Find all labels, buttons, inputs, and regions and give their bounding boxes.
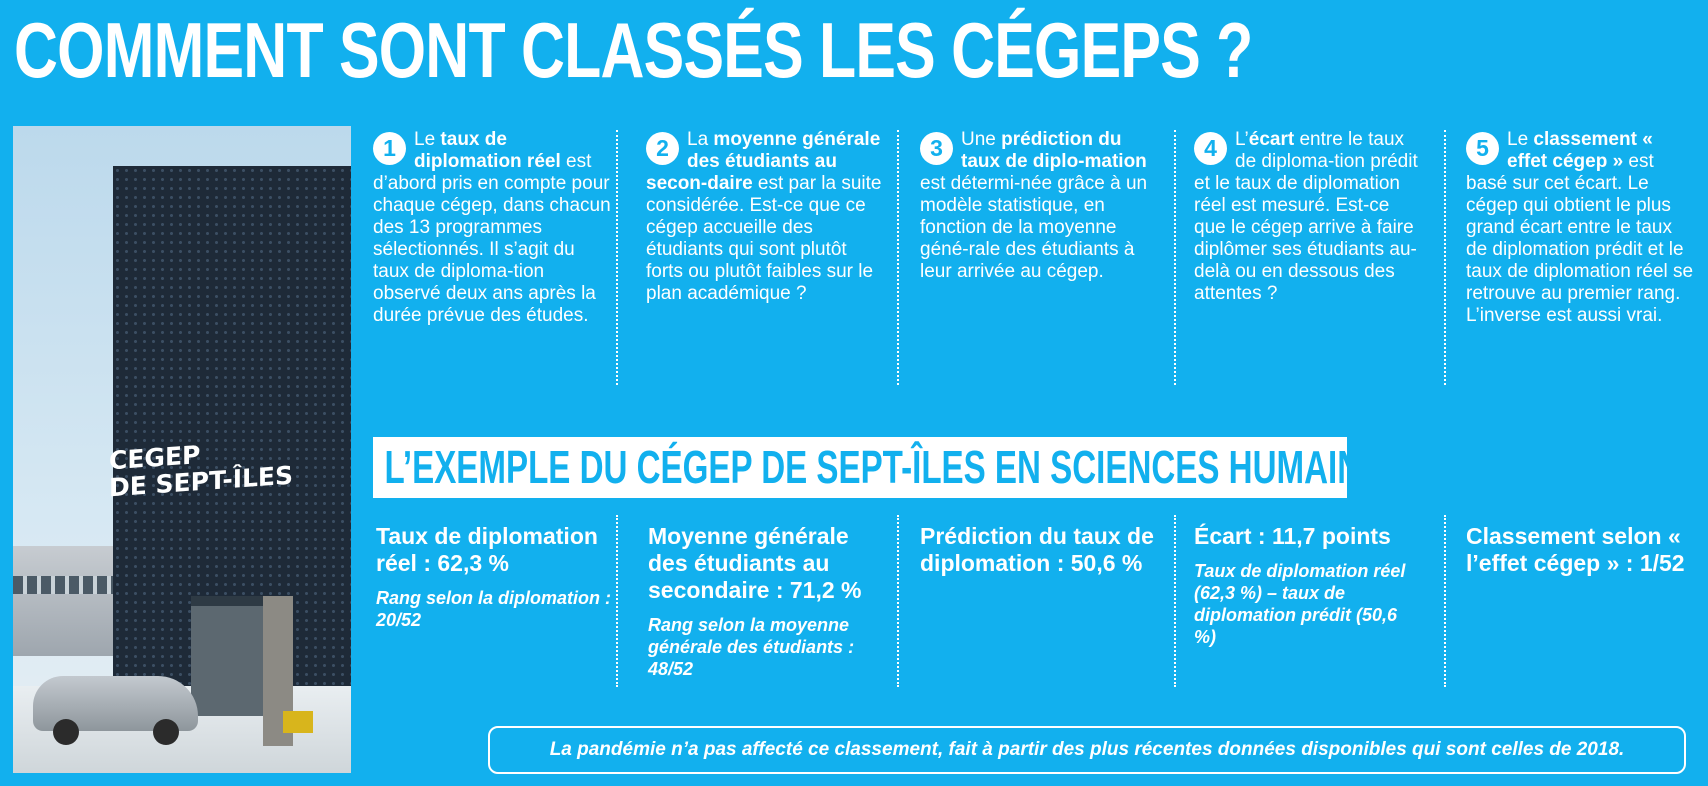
step-number-badge: 5: [1466, 132, 1499, 165]
stat-ranking: Classement selon « l’effet cégep » : 1/5…: [1466, 523, 1691, 577]
step-text: Le taux de diplomation réel est d’abord …: [373, 129, 611, 326]
column-divider: [1174, 130, 1176, 385]
step-text-bold: taux de diplomation réel: [414, 129, 561, 172]
column-divider: [897, 130, 899, 385]
page-title: COMMENT SONT CLASSÉS LES CÉGEPS ?: [14, 6, 1253, 94]
step-4: 4 L’écart entre le taux de diploma-tion …: [1194, 129, 1422, 305]
footer-note: La pandémie n’a pas affecté ce classemen…: [549, 739, 1625, 760]
step-text-run: est basé sur cet écart. Le cégep qui obt…: [1466, 151, 1694, 326]
step-number-badge: 2: [646, 132, 679, 165]
stat-note: Taux de diplomation réel (62,3 %) – taux…: [1194, 561, 1406, 647]
step-3: 3 Une prédiction du taux de diplo-mation…: [920, 129, 1148, 283]
footer-note-box: La pandémie n’a pas affecté ce classemen…: [488, 726, 1686, 774]
step-text-run: est détermi-née grâce à un modèle statis…: [920, 173, 1148, 282]
cegep-building-photo: CEGEP DE SEPT-ÎLES: [13, 126, 351, 773]
step-text: Le classement « effet cégep » est basé s…: [1466, 129, 1693, 326]
column-divider: [1444, 130, 1446, 385]
building-sign: CEGEP DE SEPT-ÎLES: [109, 440, 294, 503]
stat-value: Prédiction du taux de diplomation : 50,6…: [920, 523, 1154, 576]
stat-value: Classement selon « l’effet cégep » : 1/5…: [1466, 523, 1685, 576]
column-divider: [897, 515, 899, 687]
column-divider: [616, 130, 618, 385]
stat-predicted-rate: Prédiction du taux de diplomation : 50,6…: [920, 523, 1155, 577]
column-divider: [1444, 515, 1446, 687]
step-text-run: Le: [414, 129, 441, 150]
step-text: L’écart entre le taux de diploma-tion pr…: [1194, 129, 1418, 304]
stat-note: Rang selon la diplomation : 20/52: [376, 588, 612, 630]
stat-value: Écart : 11,7 points: [1194, 523, 1391, 549]
example-heading-text: L’EXEMPLE DU CÉGEP DE SEPT-ÎLES EN SCIEN…: [384, 441, 1347, 493]
step-text-run: L’: [1235, 129, 1249, 150]
step-2: 2 La moyenne générale des étudiants au s…: [646, 129, 886, 305]
photo-yellow-bin: [283, 711, 313, 733]
stat-value: Moyenne générale des étudiants au second…: [648, 523, 862, 603]
step-text-bold: écart: [1248, 129, 1295, 150]
step-5: 5 Le classement « effet cégep » est basé…: [1466, 129, 1696, 327]
step-text-bold: prédiction du taux de diplo-mation: [961, 129, 1147, 172]
stat-gap: Écart : 11,7 points Taux de diplomation …: [1194, 523, 1424, 648]
photo-windows: [13, 576, 123, 594]
step-text-bold: moyenne générale des étudiants au secon-…: [646, 129, 881, 194]
photo-perforated-facade: [113, 166, 351, 706]
step-number-badge: 3: [920, 132, 953, 165]
step-text-run: est d’abord pris en compte pour chaque c…: [373, 151, 611, 326]
column-divider: [616, 515, 618, 687]
step-text-run: entre le taux de diploma-tion prédit et …: [1194, 129, 1418, 304]
step-1: 1 Le taux de diplomation réel est d’abor…: [373, 129, 613, 327]
stat-real-graduation-rate: Taux de diplomation réel : 62,3 % Rang s…: [376, 523, 621, 631]
step-number-badge: 4: [1194, 132, 1227, 165]
stat-value: Taux de diplomation réel : 62,3 %: [376, 523, 598, 576]
column-divider: [1174, 515, 1176, 687]
step-text-run: Une: [961, 129, 1002, 150]
step-number-badge: 1: [373, 132, 406, 165]
photo-car-wheel: [153, 719, 179, 745]
stat-average-grade: Moyenne générale des étudiants au second…: [648, 523, 893, 680]
step-text-run: Le: [1507, 129, 1534, 150]
step-text-bold: classement « effet cégep »: [1507, 129, 1653, 172]
step-text: La moyenne générale des étudiants au sec…: [646, 129, 882, 304]
stat-note: Rang selon la moyenne générale des étudi…: [648, 615, 855, 679]
photo-left-wing: [13, 546, 123, 656]
example-heading: L’EXEMPLE DU CÉGEP DE SEPT-ÎLES EN SCIEN…: [373, 437, 1347, 498]
step-text-run: La: [687, 129, 714, 150]
step-text-run: est par la suite considérée. Est-ce que …: [646, 173, 882, 304]
photo-car-wheel: [53, 719, 79, 745]
step-text: Une prédiction du taux de diplo-mation e…: [920, 129, 1147, 282]
